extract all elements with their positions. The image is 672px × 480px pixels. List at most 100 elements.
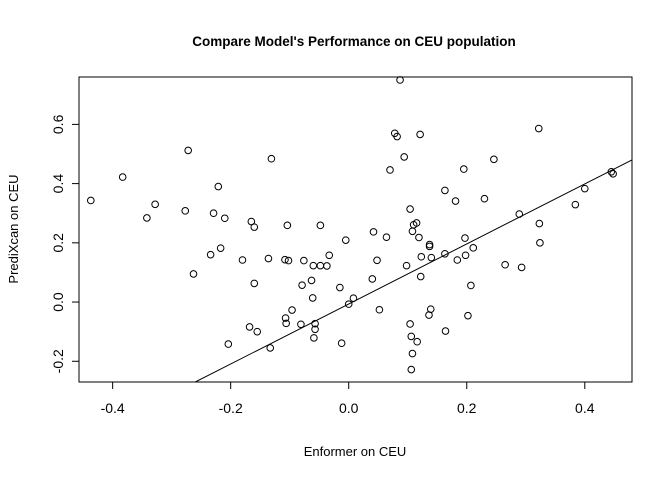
data-point (224, 340, 233, 348)
data-point (406, 320, 414, 328)
data-point (407, 332, 416, 341)
y-tick-label: -0.2 (50, 349, 66, 373)
data-point (184, 146, 192, 155)
data-point (607, 167, 616, 176)
data-point (417, 252, 426, 261)
data-point (323, 262, 331, 270)
data-point (464, 311, 472, 320)
data-point (461, 251, 470, 260)
data-point (369, 228, 378, 236)
data-point (467, 281, 475, 290)
data-point (151, 200, 159, 209)
x-axis: -0.4 -0.2 0.0 0.2 0.4 (101, 381, 595, 416)
x-tick-label: -0.4 (101, 400, 125, 416)
data-point (250, 279, 259, 288)
data-point (216, 244, 225, 252)
data-point (214, 182, 223, 191)
data-point (189, 270, 198, 278)
data-point (298, 281, 306, 289)
x-tick-label: 0.4 (575, 400, 595, 416)
data-point (282, 319, 290, 328)
x-tick-label: 0.0 (339, 400, 359, 416)
data-point (536, 239, 544, 247)
data-point (490, 155, 498, 164)
data-point (118, 173, 127, 181)
data-point (281, 314, 290, 322)
data-point (402, 261, 411, 270)
data-point (580, 184, 589, 193)
data-point (311, 325, 319, 334)
data-point (284, 256, 293, 265)
data-point (368, 275, 377, 283)
data-point (309, 261, 318, 270)
data-point (517, 263, 526, 272)
data-point (281, 255, 289, 264)
y-tick-label: 0.6 (50, 114, 66, 134)
data-point (393, 132, 401, 141)
data-point (535, 219, 544, 228)
data-point (441, 327, 450, 335)
points-layer (87, 76, 617, 374)
data-point (441, 186, 449, 195)
data-point (415, 233, 423, 242)
y-tick-label: 0.0 (50, 292, 66, 312)
data-point (344, 300, 353, 308)
data-point (407, 365, 416, 374)
data-point (396, 76, 404, 84)
data-point (253, 327, 262, 336)
data-point (515, 210, 524, 218)
data-point (534, 124, 543, 133)
data-point (416, 130, 424, 139)
data-point (307, 276, 316, 285)
data-point (325, 251, 334, 260)
x-axis-label: Enformer on CEU (304, 444, 407, 459)
data-point (382, 233, 391, 241)
data-point (461, 234, 469, 242)
data-point (501, 260, 509, 269)
data-point (288, 306, 296, 314)
data-point (336, 283, 344, 292)
data-point (209, 209, 218, 218)
data-point (245, 323, 254, 331)
data-point (266, 344, 275, 352)
data-point (143, 214, 151, 222)
y-axis-label: PrediXcan on CEU (6, 174, 21, 283)
data-point (469, 244, 478, 252)
data-point (316, 261, 325, 270)
chart-title: Compare Model's Performance on CEU popul… (192, 34, 516, 49)
data-point (220, 214, 229, 223)
data-point (441, 249, 449, 258)
data-point (480, 194, 489, 203)
data-point (267, 154, 276, 163)
data-point (609, 170, 617, 178)
data-point (412, 219, 421, 227)
data-point (238, 256, 247, 264)
data-point (459, 165, 468, 173)
data-point (426, 305, 435, 313)
data-point (300, 256, 308, 265)
y-tick-label: 0.2 (50, 233, 66, 253)
data-point (400, 153, 408, 161)
x-tick-label: -0.2 (219, 400, 243, 416)
data-point (316, 221, 325, 230)
data-point (349, 294, 358, 302)
data-point (408, 227, 417, 236)
data-point (413, 337, 421, 346)
data-point (87, 196, 95, 205)
data-point (427, 253, 436, 262)
data-point (425, 242, 434, 251)
data-point (181, 207, 190, 215)
plot-area-frame (78, 76, 633, 383)
fit-line-layer (195, 159, 632, 382)
data-point (451, 197, 460, 205)
data-point (571, 200, 580, 209)
x-tick-label: 0.2 (457, 400, 477, 416)
data-point (373, 256, 381, 265)
data-point (416, 272, 425, 281)
data-point (310, 334, 318, 342)
data-point (341, 236, 350, 244)
data-point (206, 250, 215, 259)
data-point (337, 339, 346, 348)
data-point (311, 319, 319, 328)
